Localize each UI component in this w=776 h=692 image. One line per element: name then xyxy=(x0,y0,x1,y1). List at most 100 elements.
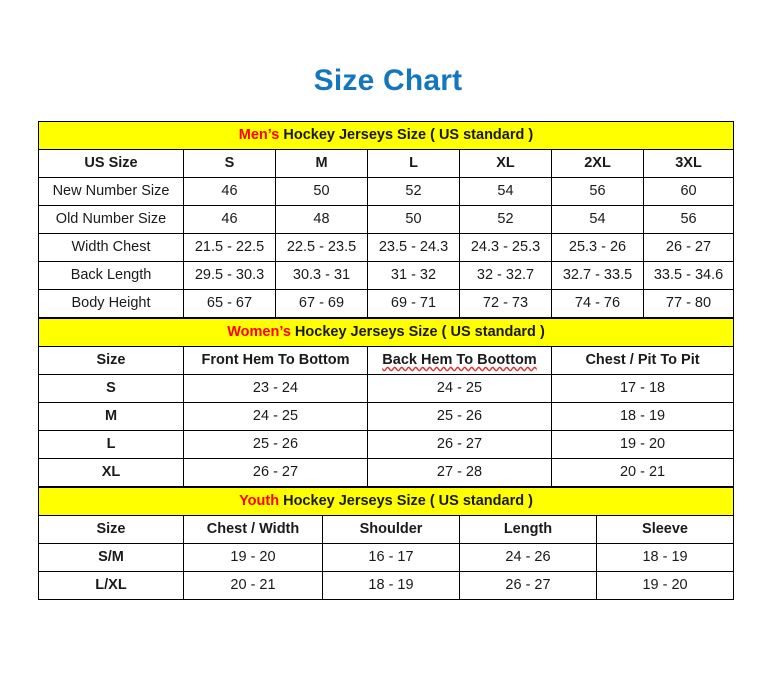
mens-row-0-value-2: 52 xyxy=(367,177,460,206)
womens-row-3-value-0: 26 - 27 xyxy=(183,458,368,487)
mens-header-cell-4: XL xyxy=(459,149,552,178)
youth-header-cell-2: Shoulder xyxy=(322,515,460,544)
table-row: Back Length 29.5 - 30.3 30.3 - 31 31 - 3… xyxy=(38,261,735,290)
mens-row-1-value-4: 54 xyxy=(551,205,644,234)
youth-row-1-value-2: 26 - 27 xyxy=(459,571,597,600)
mens-row-2-label: Width Chest xyxy=(38,233,184,262)
mens-row-1-value-3: 52 xyxy=(459,205,552,234)
womens-size-table: Women’s Hockey Jerseys Size ( US standar… xyxy=(37,318,735,487)
mens-row-0-value-0: 46 xyxy=(183,177,276,206)
womens-row-3-label: XL xyxy=(38,458,184,487)
mens-row-4-value-4: 74 - 76 xyxy=(551,289,644,318)
mens-row-0-value-1: 50 xyxy=(275,177,368,206)
mens-row-2-value-3: 24.3 - 25.3 xyxy=(459,233,552,262)
mens-header-cell-6: 3XL xyxy=(642,149,735,178)
youth-banner-row: Youth Hockey Jerseys Size ( US standard … xyxy=(37,487,735,516)
youth-row-0-value-2: 24 - 26 xyxy=(459,543,597,572)
womens-banner-row: Women’s Hockey Jerseys Size ( US standar… xyxy=(37,318,735,347)
mens-row-3-value-1: 30.3 - 31 xyxy=(275,261,368,290)
mens-size-table: Men’s Hockey Jerseys Size ( US standard … xyxy=(37,121,735,318)
table-row: L/XL 20 - 21 18 - 19 26 - 27 19 - 20 xyxy=(38,571,735,600)
page-title: Size Chart xyxy=(313,64,463,97)
mens-header-cell-2: M xyxy=(275,149,368,178)
mens-row-2-value-2: 23.5 - 24.3 xyxy=(367,233,460,262)
mens-row-2-value-1: 22.5 - 23.5 xyxy=(275,233,368,262)
mens-row-1-value-1: 48 xyxy=(275,205,368,234)
womens-section-banner: Women’s Hockey Jerseys Size ( US standar… xyxy=(37,318,735,347)
youth-row-0-value-3: 18 - 19 xyxy=(595,543,735,572)
womens-header-cell-0: Size xyxy=(38,346,184,375)
womens-row-1-label: M xyxy=(38,402,184,431)
table-row: L 25 - 26 26 - 27 19 - 20 xyxy=(38,430,735,459)
table-row: S 23 - 24 24 - 25 17 - 18 xyxy=(38,374,735,403)
mens-banner-row: Men’s Hockey Jerseys Size ( US standard … xyxy=(37,121,735,150)
mens-section-banner: Men’s Hockey Jerseys Size ( US standard … xyxy=(37,121,735,150)
womens-row-3-value-1: 27 - 28 xyxy=(367,458,552,487)
mens-header-cell-5: 2XL xyxy=(551,149,644,178)
table-row: Old Number Size 46 48 50 52 54 56 xyxy=(38,205,735,234)
youth-header-row: Size Chest / Width Shoulder Length Sleev… xyxy=(38,515,735,544)
youth-row-0-value-0: 19 - 20 xyxy=(183,543,323,572)
mens-row-3-value-4: 32.7 - 33.5 xyxy=(551,261,644,290)
mens-header-cell-3: L xyxy=(367,149,460,178)
mens-row-3-label: Back Length xyxy=(38,261,184,290)
mens-row-4-value-2: 69 - 71 xyxy=(367,289,460,318)
mens-row-3-value-0: 29.5 - 30.3 xyxy=(183,261,276,290)
womens-banner-rest: Hockey Jerseys Size ( US standard ) xyxy=(290,324,545,340)
youth-row-1-value-0: 20 - 21 xyxy=(183,571,323,600)
womens-header-row: Size Front Hem To Bottom Back Hem To Boo… xyxy=(38,346,735,375)
youth-header-cell-0: Size xyxy=(38,515,184,544)
mens-row-3-value-3: 32 - 32.7 xyxy=(459,261,552,290)
womens-row-3-value-2: 20 - 21 xyxy=(550,458,735,487)
womens-row-0-value-2: 17 - 18 xyxy=(550,374,735,403)
youth-size-table: Youth Hockey Jerseys Size ( US standard … xyxy=(37,487,735,600)
mens-banner-accent: Men’s xyxy=(238,127,280,143)
womens-header-cell-3: Chest / Pit To Pit xyxy=(550,346,735,375)
mens-row-1-value-0: 46 xyxy=(183,205,276,234)
womens-header-cell-2-text: Back Hem To Boottom xyxy=(382,352,537,368)
mens-row-2-value-5: 26 - 27 xyxy=(642,233,735,262)
womens-row-2-value-1: 26 - 27 xyxy=(367,430,552,459)
mens-row-0-value-4: 56 xyxy=(551,177,644,206)
womens-row-1-value-0: 24 - 25 xyxy=(183,402,368,431)
table-row: XL 26 - 27 27 - 28 20 - 21 xyxy=(38,458,735,487)
mens-header-row: US Size S M L XL 2XL 3XL xyxy=(38,149,735,178)
youth-row-1-value-1: 18 - 19 xyxy=(322,571,460,600)
table-row: M 24 - 25 25 - 26 18 - 19 xyxy=(38,402,735,431)
womens-row-0-value-1: 24 - 25 xyxy=(367,374,552,403)
mens-row-1-value-2: 50 xyxy=(367,205,460,234)
womens-row-2-label: L xyxy=(38,430,184,459)
womens-row-0-value-0: 23 - 24 xyxy=(183,374,368,403)
mens-row-1-label: Old Number Size xyxy=(38,205,184,234)
mens-row-4-value-1: 67 - 69 xyxy=(275,289,368,318)
youth-section-banner: Youth Hockey Jerseys Size ( US standard … xyxy=(37,487,735,516)
youth-row-1-label: L/XL xyxy=(38,571,184,600)
mens-row-3-value-2: 31 - 32 xyxy=(367,261,460,290)
youth-banner-accent: Youth xyxy=(239,493,280,509)
mens-header-cell-1: S xyxy=(183,149,276,178)
youth-row-0-value-1: 16 - 17 xyxy=(322,543,460,572)
womens-row-1-value-1: 25 - 26 xyxy=(367,402,552,431)
size-tables-container: Men’s Hockey Jerseys Size ( US standard … xyxy=(37,121,735,600)
mens-row-4-label: Body Height xyxy=(38,289,184,318)
youth-header-cell-3: Length xyxy=(459,515,597,544)
mens-banner-rest: Hockey Jerseys Size ( US standard ) xyxy=(279,127,534,143)
womens-row-0-label: S xyxy=(38,374,184,403)
mens-row-3-value-5: 33.5 - 34.6 xyxy=(642,261,735,290)
womens-row-2-value-2: 19 - 20 xyxy=(550,430,735,459)
mens-row-1-value-5: 56 xyxy=(642,205,735,234)
mens-row-0-value-5: 60 xyxy=(642,177,735,206)
mens-row-0-value-3: 54 xyxy=(459,177,552,206)
mens-row-4-value-0: 65 - 67 xyxy=(183,289,276,318)
mens-row-2-value-0: 21.5 - 22.5 xyxy=(183,233,276,262)
youth-row-0-label: S/M xyxy=(38,543,184,572)
youth-banner-rest: Hockey Jerseys Size ( US standard ) xyxy=(279,493,533,509)
womens-row-1-value-2: 18 - 19 xyxy=(550,402,735,431)
table-row: S/M 19 - 20 16 - 17 24 - 26 18 - 19 xyxy=(38,543,735,572)
table-row: Body Height 65 - 67 67 - 69 69 - 71 72 -… xyxy=(38,289,735,318)
table-row: New Number Size 46 50 52 54 56 60 xyxy=(38,177,735,206)
womens-banner-accent: Women’s xyxy=(227,324,291,340)
mens-row-4-value-3: 72 - 73 xyxy=(459,289,552,318)
womens-header-cell-1: Front Hem To Bottom xyxy=(183,346,368,375)
